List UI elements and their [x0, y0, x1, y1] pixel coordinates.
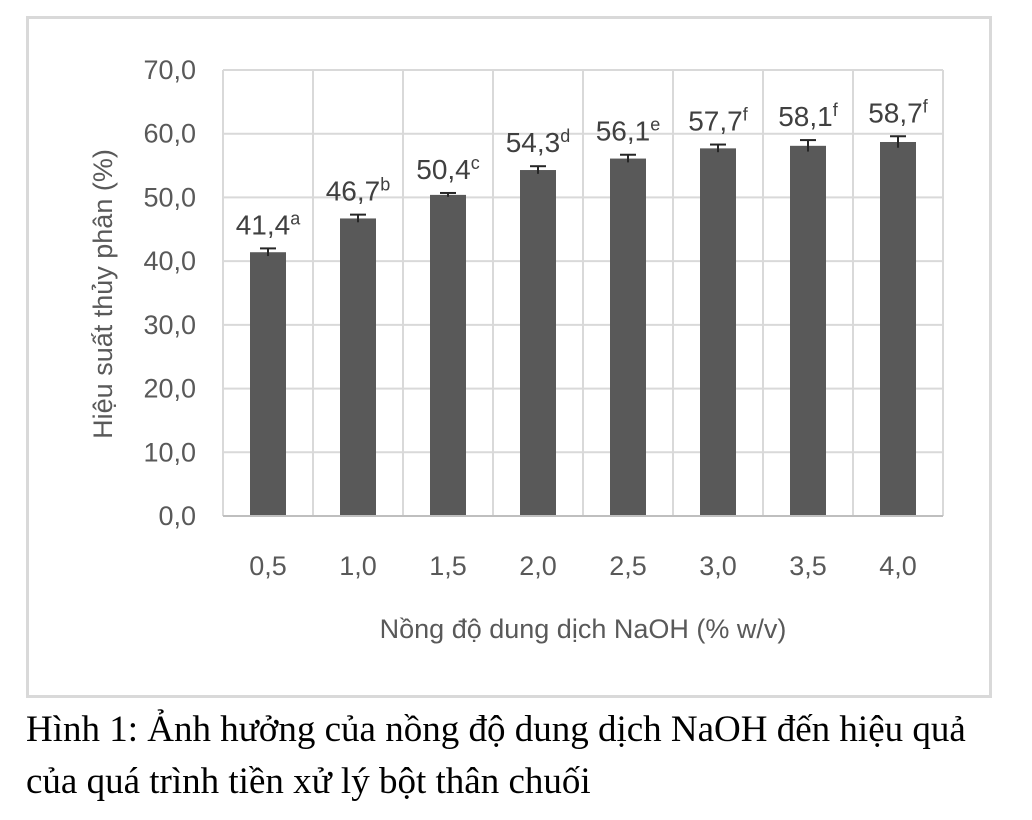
data-label: 56,1e [596, 115, 661, 147]
data-label: 58,7f [868, 96, 929, 128]
bar [610, 158, 646, 516]
bar [430, 194, 466, 516]
x-tick-label: 4,0 [879, 551, 917, 581]
bar [700, 148, 736, 516]
y-axis-label: Hiệu suất thủy phân (%) [88, 149, 118, 439]
x-axis-label: Nồng độ dung dịch NaOH (% w/v) [380, 614, 787, 644]
x-tick-label: 0,5 [249, 551, 287, 581]
data-label: 54,3d [506, 126, 571, 158]
axes: 0,0 10,0 20,0 30,0 40,0 50,0 60,0 70,0 0,5 1,0 1,5… [143, 55, 943, 581]
bar [880, 141, 916, 517]
y-tick-label: 50,0 [143, 182, 196, 212]
gridlines [222, 69, 944, 516]
x-tick-label: 3,0 [699, 551, 737, 581]
x-tick-label: 2,5 [609, 551, 647, 581]
figure-caption: Hình 1: Ảnh hưởng của nồng độ dung dịch … [26, 709, 966, 802]
x-tick-label: 1,5 [429, 551, 467, 581]
bar [520, 170, 556, 516]
data-labels: 41,4a 46,7b 50,4c 54,3d 56,1e 57,7f 58,1f 58,7f [236, 96, 929, 240]
data-label: 41,4a [236, 208, 302, 240]
y-tick-label: 70,0 [143, 55, 196, 85]
y-tick-label: 40,0 [143, 246, 196, 276]
bar-chart: 41,4a 46,7b 50,4c 54,3d 56,1e 57,7f 58,1f 58,7f… [88, 55, 944, 644]
data-label: 50,4c [416, 153, 480, 185]
x-tick-label: 1,0 [339, 551, 377, 581]
chart-frame [26, 16, 992, 698]
bar [790, 145, 826, 516]
data-label: 58,1f [778, 100, 839, 132]
y-tick-label: 20,0 [143, 374, 196, 404]
x-tick-label: 2,0 [519, 551, 557, 581]
x-tick-label: 3,5 [789, 551, 827, 581]
data-label: 57,7f [688, 105, 749, 137]
data-label: 46,7b [326, 175, 391, 207]
bars [250, 135, 916, 517]
y-tick-label: 10,0 [143, 437, 196, 467]
y-tick-label: 30,0 [143, 310, 196, 340]
bar [250, 252, 286, 517]
bar [340, 218, 376, 516]
y-tick-label: 0,0 [158, 501, 196, 531]
y-tick-label: 60,0 [143, 119, 196, 149]
